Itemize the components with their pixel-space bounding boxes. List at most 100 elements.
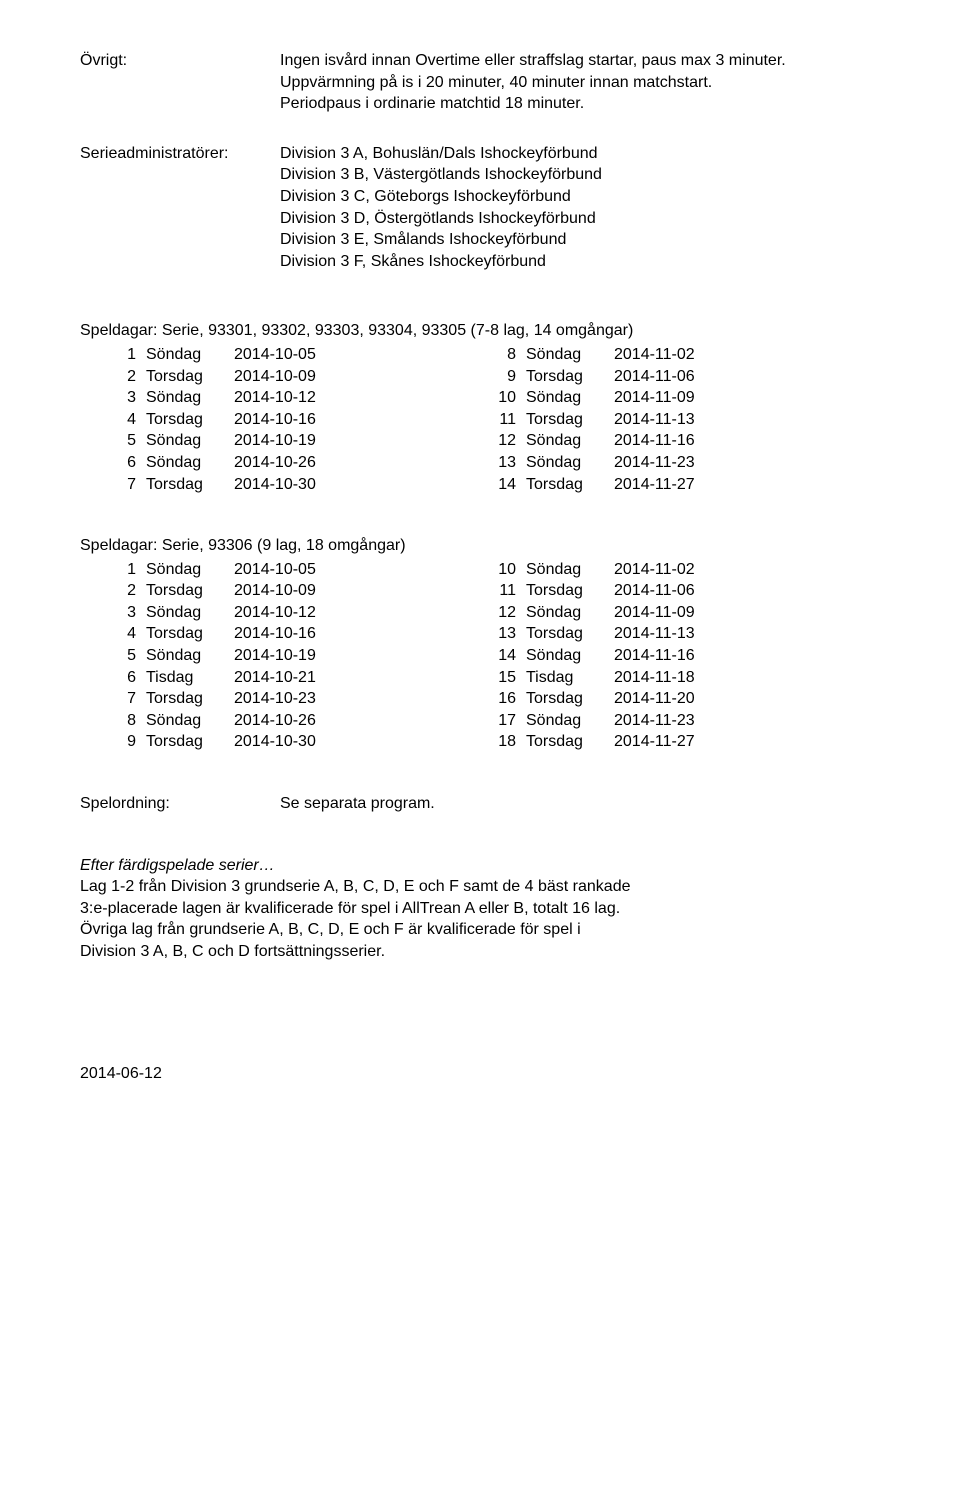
schedule-date: 2014-11-20 <box>614 688 734 710</box>
schedule-day: Söndag <box>526 559 614 581</box>
schedule-date: 2014-11-06 <box>614 366 734 388</box>
ovrigt-value: Ingen isvård innan Overtime eller straff… <box>280 50 900 115</box>
schedule-left: 2Torsdag2014-10-09 <box>80 366 460 388</box>
schedule-num: 9 <box>80 731 146 753</box>
schedule-day: Söndag <box>526 602 614 624</box>
efter-title: Efter färdigspelade serier… <box>80 855 900 877</box>
footer-date: 2014-06-12 <box>80 1063 900 1085</box>
schedule-date: 2014-10-26 <box>234 710 354 732</box>
schedule-num: 7 <box>80 474 146 496</box>
schedule-left: 2Torsdag2014-10-09 <box>80 580 460 602</box>
schedule-num: 3 <box>80 602 146 624</box>
schedule-right: 13Söndag2014-11-23 <box>460 452 840 474</box>
schedule-day: Torsdag <box>526 474 614 496</box>
schedule-date: 2014-11-13 <box>614 409 734 431</box>
schedule-row: 8Söndag2014-10-2617Söndag2014-11-23 <box>80 710 900 732</box>
schedule-num: 10 <box>460 387 526 409</box>
schedule-num: 13 <box>460 623 526 645</box>
schedule-num: 3 <box>80 387 146 409</box>
schedule-date: 2014-10-21 <box>234 667 354 689</box>
ovrigt-label: Övrigt: <box>80 50 280 115</box>
efter-line: Lag 1-2 från Division 3 grundserie A, B,… <box>80 876 900 898</box>
schedule2-body: 1Söndag2014-10-0510Söndag2014-11-022Tors… <box>80 559 900 753</box>
serieadmin-line: Division 3 A, Bohuslän/Dals Ishockeyförb… <box>280 143 900 165</box>
serieadmin-line: Division 3 F, Skånes Ishockeyförbund <box>280 251 900 273</box>
schedule-row: 4Torsdag2014-10-1613Torsdag2014-11-13 <box>80 623 900 645</box>
serieadmin-line: Division 3 E, Smålands Ishockeyförbund <box>280 229 900 251</box>
schedule-day: Söndag <box>526 710 614 732</box>
schedule-row: 2Torsdag2014-10-0911 Torsdag 2014-11-06 <box>80 580 900 602</box>
schedule-day: Torsdag <box>146 623 234 645</box>
schedule-date: 2014-10-19 <box>234 645 354 667</box>
schedule-left: 8Söndag2014-10-26 <box>80 710 460 732</box>
schedule-left: 7Torsdag2014-10-23 <box>80 688 460 710</box>
schedule-right: 10Söndag2014-11-09 <box>460 387 840 409</box>
schedule-date: 2014-11-23 <box>614 452 734 474</box>
schedule-num: 17 <box>460 710 526 732</box>
spelordning-value: Se separata program. <box>280 793 900 815</box>
schedule-date: 2014-10-05 <box>234 344 354 366</box>
schedule-left: 1Söndag2014-10-05 <box>80 344 460 366</box>
schedule-row: 1Söndag2014-10-0510Söndag2014-11-02 <box>80 559 900 581</box>
serieadmin-line: Division 3 B, Västergötlands Ishockeyför… <box>280 164 900 186</box>
schedule-right: 15Tisdag2014-11-18 <box>460 667 840 689</box>
spelordning-section: Spelordning: Se separata program. <box>80 793 900 815</box>
schedule-day: Torsdag <box>146 366 234 388</box>
schedule-num: 1 <box>80 344 146 366</box>
schedule-day: Torsdag <box>146 688 234 710</box>
schedule-day: Torsdag <box>526 366 614 388</box>
schedule-right: 10Söndag2014-11-02 <box>460 559 840 581</box>
schedule-date: 2014-11-13 <box>614 623 734 645</box>
schedule-num: 11 <box>460 580 526 602</box>
schedule-date: 2014-10-23 <box>234 688 354 710</box>
schedule-day: Söndag <box>526 387 614 409</box>
schedule-date: 2014-11-06 <box>614 580 734 602</box>
schedule-date: 2014-11-16 <box>614 645 734 667</box>
schedule-date: 2014-10-09 <box>234 580 354 602</box>
schedule1-section: Speldagar: Serie, 93301, 93302, 93303, 9… <box>80 320 900 495</box>
schedule-date: 2014-10-26 <box>234 452 354 474</box>
schedule-num: 9 <box>460 366 526 388</box>
schedule-num: 12 <box>460 602 526 624</box>
schedule-right: 16Torsdag2014-11-20 <box>460 688 840 710</box>
schedule-day: Söndag <box>146 430 234 452</box>
schedule-left: 7Torsdag2014-10-30 <box>80 474 460 496</box>
schedule-num: 16 <box>460 688 526 710</box>
schedule-left: 1Söndag2014-10-05 <box>80 559 460 581</box>
schedule-row: 7Torsdag2014-10-2316Torsdag2014-11-20 <box>80 688 900 710</box>
schedule-date: 2014-10-12 <box>234 387 354 409</box>
schedule-num: 5 <box>80 430 146 452</box>
schedule-day: Söndag <box>146 452 234 474</box>
schedule-day: Tisdag <box>146 667 234 689</box>
schedule-right: 8Söndag2014-11-02 <box>460 344 840 366</box>
schedule-num: 2 <box>80 580 146 602</box>
ovrigt-line: Periodpaus i ordinarie matchtid 18 minut… <box>280 93 900 115</box>
schedule1-title: Speldagar: Serie, 93301, 93302, 93303, 9… <box>80 320 900 342</box>
schedule-day: Torsdag <box>146 580 234 602</box>
schedule-date: 2014-11-27 <box>614 474 734 496</box>
schedule-num: 14 <box>460 474 526 496</box>
schedule-right: 14Torsdag2014-11-27 <box>460 474 840 496</box>
schedule-num: 4 <box>80 409 146 431</box>
schedule2-section: Speldagar: Serie, 93306 (9 lag, 18 omgån… <box>80 535 900 753</box>
schedule-date: 2014-11-18 <box>614 667 734 689</box>
schedule-right: 12Söndag2014-11-16 <box>460 430 840 452</box>
schedule-date: 2014-10-30 <box>234 731 354 753</box>
schedule-day: Söndag <box>526 344 614 366</box>
schedule-num: 13 <box>460 452 526 474</box>
schedule-day: Torsdag <box>146 474 234 496</box>
efter-section: Efter färdigspelade serier… Lag 1-2 från… <box>80 855 900 963</box>
schedule-right: 13Torsdag2014-11-13 <box>460 623 840 645</box>
schedule-right: 18Torsdag2014-11-27 <box>460 731 840 753</box>
schedule-date: 2014-11-02 <box>614 559 734 581</box>
serieadmin-line: Division 3 C, Göteborgs Ishockeyförbund <box>280 186 900 208</box>
schedule-left: 5Söndag2014-10-19 <box>80 645 460 667</box>
schedule-right: 17Söndag2014-11-23 <box>460 710 840 732</box>
schedule-day: Söndag <box>146 710 234 732</box>
schedule-right: 12Söndag2014-11-09 <box>460 602 840 624</box>
schedule-num: 8 <box>460 344 526 366</box>
schedule-left: 6Tisdag2014-10-21 <box>80 667 460 689</box>
schedule-date: 2014-11-09 <box>614 602 734 624</box>
schedule-row: 4Torsdag2014-10-1611Torsdag2014-11-13 <box>80 409 900 431</box>
schedule-num: 8 <box>80 710 146 732</box>
